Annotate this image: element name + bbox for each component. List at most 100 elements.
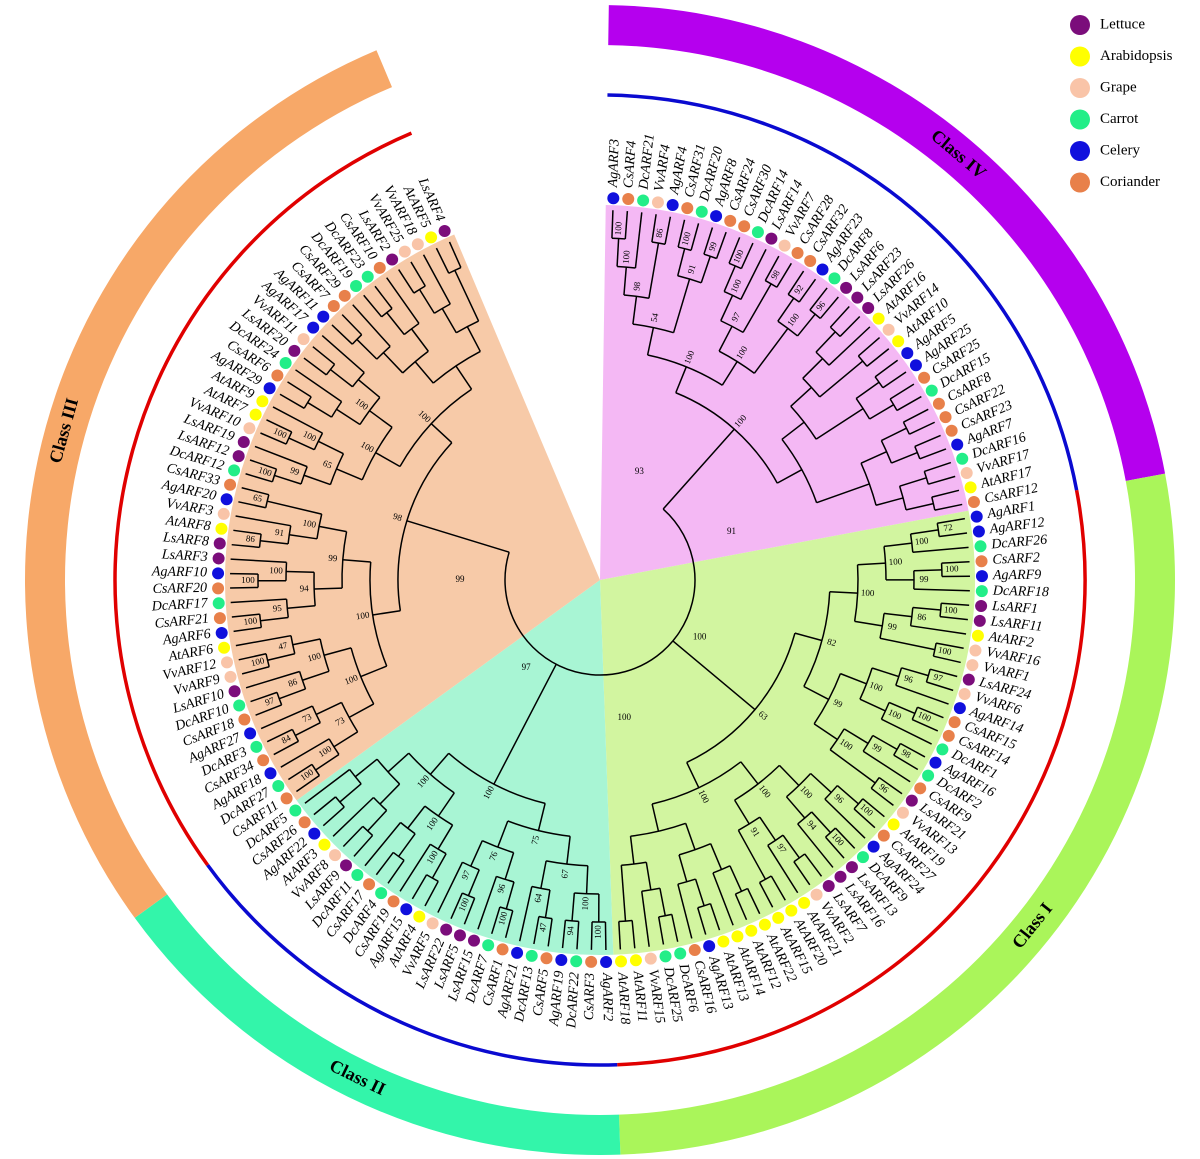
bootstrap-value: 100 xyxy=(343,672,360,687)
branch xyxy=(931,489,960,498)
species-dot xyxy=(798,896,811,909)
branch xyxy=(881,718,932,745)
species-dot xyxy=(651,196,664,209)
branch-arc xyxy=(630,822,686,837)
branch xyxy=(288,437,315,451)
species-dot xyxy=(607,192,620,205)
class-ring xyxy=(206,864,618,1067)
species-dot xyxy=(974,540,987,553)
class-ring xyxy=(113,131,413,867)
branch xyxy=(241,666,270,675)
branch-arc xyxy=(617,265,636,269)
branch xyxy=(857,562,886,566)
leaves: AgARF3CsARF4DcARF21VvARF4AgARF4CsARF31Dc… xyxy=(150,133,1049,1030)
species-dot xyxy=(914,782,927,795)
bootstrap-value: 86 xyxy=(287,676,299,689)
branch xyxy=(279,393,305,409)
branch xyxy=(375,452,401,468)
branch xyxy=(233,529,262,535)
bootstrap-value: 86 xyxy=(654,227,665,238)
bootstrap-value: 100 xyxy=(302,517,318,529)
species-dot xyxy=(243,422,256,435)
branch xyxy=(245,670,300,689)
legend-label: Coriander xyxy=(1100,174,1160,190)
branch xyxy=(939,615,968,621)
species-dot xyxy=(218,641,231,654)
branch xyxy=(561,920,567,949)
branch xyxy=(893,754,919,771)
branch xyxy=(742,283,772,333)
branch xyxy=(657,916,665,945)
branch xyxy=(238,501,266,509)
bootstrap-value: 100 xyxy=(250,655,266,668)
branch xyxy=(272,406,323,434)
branch xyxy=(662,428,735,510)
species-dot xyxy=(958,687,971,700)
branch xyxy=(634,212,643,269)
branch xyxy=(354,758,378,778)
species-dot xyxy=(263,382,276,395)
branch xyxy=(937,517,966,525)
branch xyxy=(278,688,306,700)
leaf-label: DcARF21 xyxy=(637,133,658,191)
species-dot xyxy=(973,614,986,627)
branch xyxy=(941,561,970,564)
branch xyxy=(855,381,880,400)
legend-label: Grape xyxy=(1100,79,1137,95)
branch xyxy=(273,740,299,756)
branch xyxy=(260,539,289,545)
species-dot xyxy=(224,478,237,491)
species-dot xyxy=(525,949,538,962)
branch xyxy=(809,287,828,311)
branch xyxy=(829,590,858,594)
species-dot xyxy=(298,816,311,829)
bootstrap-value: 99 xyxy=(706,240,719,252)
branch xyxy=(418,289,435,314)
branch xyxy=(933,655,961,664)
branch xyxy=(903,408,929,423)
species-dot xyxy=(213,612,226,625)
branch-arc xyxy=(781,438,818,503)
bootstrap-value: 97 xyxy=(522,662,532,672)
branch xyxy=(624,210,629,239)
species-dot xyxy=(540,952,553,965)
species-dot xyxy=(600,955,613,968)
species-dot xyxy=(228,685,241,698)
branch xyxy=(721,361,738,386)
branch xyxy=(289,534,318,540)
bootstrap-value: 82 xyxy=(826,636,837,648)
branch xyxy=(504,910,514,938)
species-dot xyxy=(872,312,885,325)
bootstrap-value: 100 xyxy=(496,910,509,926)
branch xyxy=(348,703,375,719)
branch xyxy=(255,704,282,716)
bootstrap-value: 100 xyxy=(888,556,903,567)
branch xyxy=(718,325,733,352)
branch xyxy=(912,546,969,554)
bootstrap-value: 100 xyxy=(241,575,255,585)
species-dot xyxy=(351,869,364,882)
species-dot xyxy=(688,944,701,957)
class-shade xyxy=(600,205,969,581)
branch xyxy=(941,602,970,606)
class-shade xyxy=(296,580,614,955)
bootstrap-value: 97 xyxy=(459,868,472,881)
species-dot xyxy=(438,225,451,238)
branch xyxy=(315,753,340,771)
branch-arc xyxy=(803,591,831,687)
branch xyxy=(899,477,927,487)
branch xyxy=(770,875,786,901)
leaf-label: CsARF4 xyxy=(621,140,639,188)
branch xyxy=(839,315,861,337)
species-dot xyxy=(271,369,284,382)
leaf-label: LsARF11 xyxy=(989,614,1043,635)
bootstrap-value: 97 xyxy=(264,695,276,708)
branch xyxy=(709,843,723,870)
branch xyxy=(618,921,622,950)
branch xyxy=(882,371,907,389)
branch xyxy=(672,640,756,711)
branch xyxy=(709,903,721,931)
branch xyxy=(875,497,904,506)
